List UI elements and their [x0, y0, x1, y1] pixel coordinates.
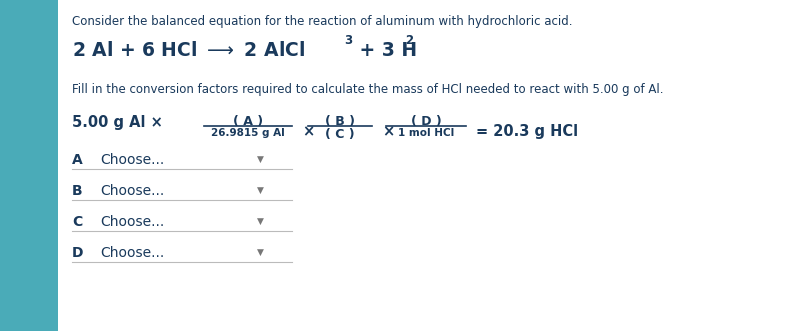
Text: Choose...: Choose... — [99, 153, 164, 167]
Text: ( A ): ( A ) — [233, 115, 263, 128]
Text: Choose...: Choose... — [99, 246, 164, 260]
Text: 3: 3 — [343, 34, 351, 47]
Text: ( D ): ( D ) — [410, 115, 441, 128]
Text: B: B — [71, 184, 83, 198]
Text: 26.9815 g Al: 26.9815 g Al — [211, 128, 285, 138]
Text: ▼: ▼ — [257, 248, 263, 257]
Text: = 20.3 g HCl: = 20.3 g HCl — [476, 124, 577, 139]
Text: ×: × — [302, 124, 314, 139]
Text: 1 mol HCl: 1 mol HCl — [397, 128, 454, 138]
Text: A: A — [71, 153, 83, 167]
Bar — [0, 0, 58, 331]
Text: + 3 H: + 3 H — [352, 41, 416, 60]
Text: Choose...: Choose... — [99, 215, 164, 229]
Text: ▼: ▼ — [257, 217, 263, 226]
Text: ×: × — [382, 124, 394, 139]
Text: ( B ): ( B ) — [325, 115, 354, 128]
Text: Fill in the conversion factors required to calculate the mass of HCl needed to r: Fill in the conversion factors required … — [71, 83, 662, 96]
Text: ▼: ▼ — [257, 186, 263, 195]
Text: D: D — [71, 246, 83, 260]
Text: Choose...: Choose... — [99, 184, 164, 198]
Text: ▼: ▼ — [257, 155, 263, 164]
Text: Consider the balanced equation for the reaction of aluminum with hydrochloric ac: Consider the balanced equation for the r… — [71, 15, 572, 28]
Text: ( C ): ( C ) — [325, 128, 354, 141]
Text: 2 Al + 6 HCl $\longrightarrow$ 2 AlCl: 2 Al + 6 HCl $\longrightarrow$ 2 AlCl — [71, 41, 305, 60]
Text: 5.00 g Al ×: 5.00 g Al × — [71, 115, 163, 130]
Text: 2: 2 — [404, 34, 412, 47]
Text: C: C — [71, 215, 82, 229]
